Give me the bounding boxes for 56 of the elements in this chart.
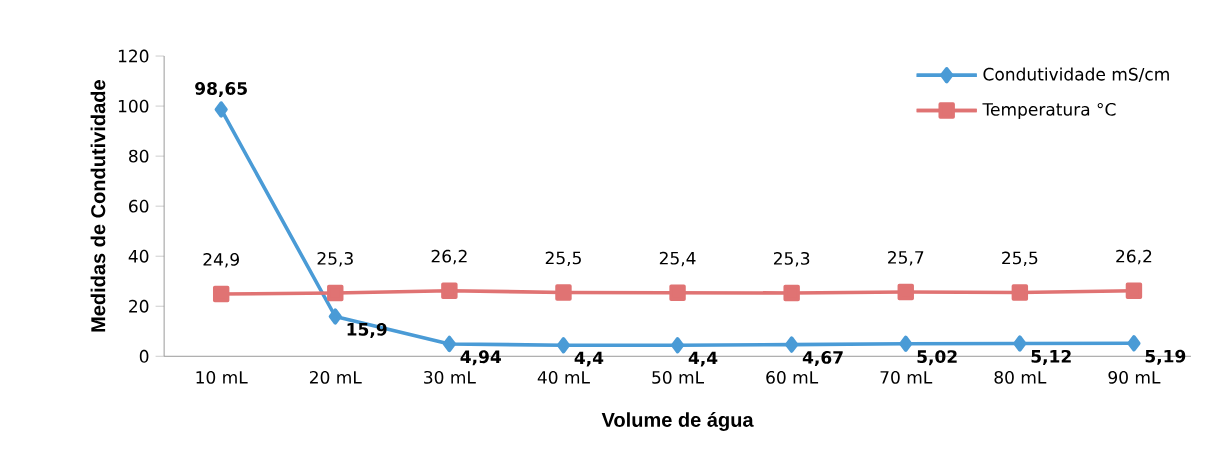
x-tick-label: 90 mL <box>1108 370 1161 384</box>
point <box>1125 282 1143 299</box>
point <box>669 284 686 301</box>
point <box>556 336 571 354</box>
data-label: 4,94 <box>460 350 501 366</box>
y-tick-label: 120 <box>118 49 149 63</box>
point <box>670 336 685 354</box>
point <box>1127 334 1141 352</box>
point <box>899 335 913 352</box>
point <box>555 284 572 301</box>
y-tick-label: 100 <box>118 99 149 113</box>
y-tick-label: 20 <box>129 299 149 313</box>
data-label: 25,3 <box>773 251 810 267</box>
point <box>1011 284 1029 301</box>
point <box>442 335 456 352</box>
data-label: 25,7 <box>888 250 924 266</box>
data-label: 5,02 <box>917 349 957 365</box>
data-label: 25,5 <box>545 251 581 266</box>
legend-label: Condutividade mS/cm <box>983 67 1169 82</box>
legend-label: Temperatura °C <box>982 102 1116 119</box>
x-axis-title: Volume de água <box>601 411 754 431</box>
data-label: 4,4 <box>574 351 604 367</box>
point <box>897 283 914 300</box>
y-axis-title: Medidas de Condutividade <box>90 79 106 332</box>
x-tick-label: 50 mL <box>652 370 704 384</box>
y-tick-label: 60 <box>129 199 149 213</box>
point <box>327 284 344 302</box>
data-label: 25,5 <box>1002 251 1038 266</box>
point <box>1013 335 1027 352</box>
y-tick-label: 80 <box>129 149 149 163</box>
data-label: 15,9 <box>347 322 387 338</box>
point <box>212 285 230 302</box>
y-tick-label: 0 <box>139 349 149 363</box>
x-tick-label: 20 mL <box>309 370 362 384</box>
data-label: 98,65 <box>195 81 247 97</box>
data-label: 5,12 <box>1031 349 1071 365</box>
x-tick-label: 30 mL <box>424 370 476 384</box>
x-tick-label: 40 mL <box>537 370 590 384</box>
x-tick-label: 80 mL <box>994 370 1047 384</box>
point <box>785 336 799 353</box>
x-tick-label: 60 mL <box>766 370 819 384</box>
x-tick-label: 10 mL <box>196 370 248 384</box>
data-label: 26,2 <box>1116 249 1152 265</box>
point <box>441 282 458 299</box>
point <box>328 308 342 325</box>
data-label: 4,4 <box>688 351 718 367</box>
y-tick-label: 40 <box>128 249 149 263</box>
data-label: 4,67 <box>802 350 843 366</box>
x-tick-label: 70 mL <box>880 370 933 384</box>
point <box>783 284 800 302</box>
data-label: 25,4 <box>659 251 696 267</box>
data-label: 26,2 <box>431 249 467 265</box>
data-label: 5,19 <box>1145 349 1186 365</box>
data-label: 24,9 <box>203 252 239 268</box>
point <box>214 101 228 118</box>
data-label: 25,3 <box>317 251 353 267</box>
